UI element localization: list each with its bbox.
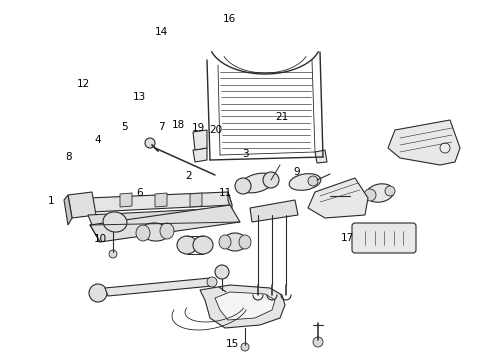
Ellipse shape: [366, 184, 394, 202]
Circle shape: [89, 284, 107, 302]
Text: 1: 1: [48, 196, 55, 206]
Ellipse shape: [239, 235, 251, 249]
Polygon shape: [105, 278, 212, 296]
Text: 14: 14: [155, 27, 169, 37]
Text: 15: 15: [226, 339, 240, 349]
Ellipse shape: [219, 235, 231, 249]
Ellipse shape: [364, 189, 376, 201]
Ellipse shape: [235, 178, 251, 194]
Ellipse shape: [223, 233, 247, 251]
Text: 4: 4: [95, 135, 101, 145]
Polygon shape: [315, 150, 327, 163]
Ellipse shape: [289, 174, 321, 190]
Text: 18: 18: [172, 120, 186, 130]
Circle shape: [145, 138, 155, 148]
Polygon shape: [120, 193, 132, 207]
Text: 21: 21: [275, 112, 289, 122]
Ellipse shape: [308, 176, 318, 186]
Circle shape: [207, 277, 217, 287]
Circle shape: [241, 343, 249, 351]
Polygon shape: [68, 192, 96, 218]
Ellipse shape: [193, 236, 213, 254]
Ellipse shape: [103, 212, 127, 232]
Text: 3: 3: [242, 149, 248, 159]
Ellipse shape: [160, 223, 174, 239]
Polygon shape: [308, 178, 368, 218]
Circle shape: [109, 250, 117, 258]
Text: 8: 8: [65, 152, 72, 162]
Text: 7: 7: [158, 122, 165, 132]
Ellipse shape: [240, 173, 274, 193]
Circle shape: [440, 143, 450, 153]
Text: 5: 5: [122, 122, 128, 132]
Text: 16: 16: [222, 14, 236, 24]
Text: 17: 17: [341, 233, 355, 243]
Ellipse shape: [177, 236, 197, 254]
Text: 12: 12: [76, 78, 90, 89]
Polygon shape: [88, 192, 232, 212]
Text: 13: 13: [133, 92, 147, 102]
Polygon shape: [325, 193, 330, 199]
Polygon shape: [88, 198, 92, 220]
Text: 9: 9: [293, 167, 300, 177]
Polygon shape: [64, 195, 72, 225]
Text: 6: 6: [136, 188, 143, 198]
Polygon shape: [350, 193, 358, 199]
Polygon shape: [90, 205, 240, 242]
Ellipse shape: [136, 225, 150, 241]
Polygon shape: [193, 130, 207, 150]
Ellipse shape: [385, 186, 395, 196]
Text: 10: 10: [94, 234, 107, 244]
Polygon shape: [200, 285, 285, 328]
Polygon shape: [193, 148, 207, 162]
Polygon shape: [88, 208, 232, 225]
FancyBboxPatch shape: [352, 223, 416, 253]
Polygon shape: [250, 200, 298, 222]
Polygon shape: [228, 192, 232, 213]
Text: 19: 19: [192, 123, 205, 133]
Circle shape: [313, 337, 323, 347]
Polygon shape: [215, 292, 275, 320]
Circle shape: [215, 265, 229, 279]
Text: 20: 20: [209, 125, 222, 135]
Ellipse shape: [141, 223, 169, 241]
Text: 11: 11: [219, 188, 232, 198]
Ellipse shape: [263, 172, 279, 188]
Polygon shape: [388, 120, 460, 165]
Polygon shape: [190, 193, 202, 207]
Polygon shape: [155, 193, 167, 207]
Text: 2: 2: [185, 171, 192, 181]
